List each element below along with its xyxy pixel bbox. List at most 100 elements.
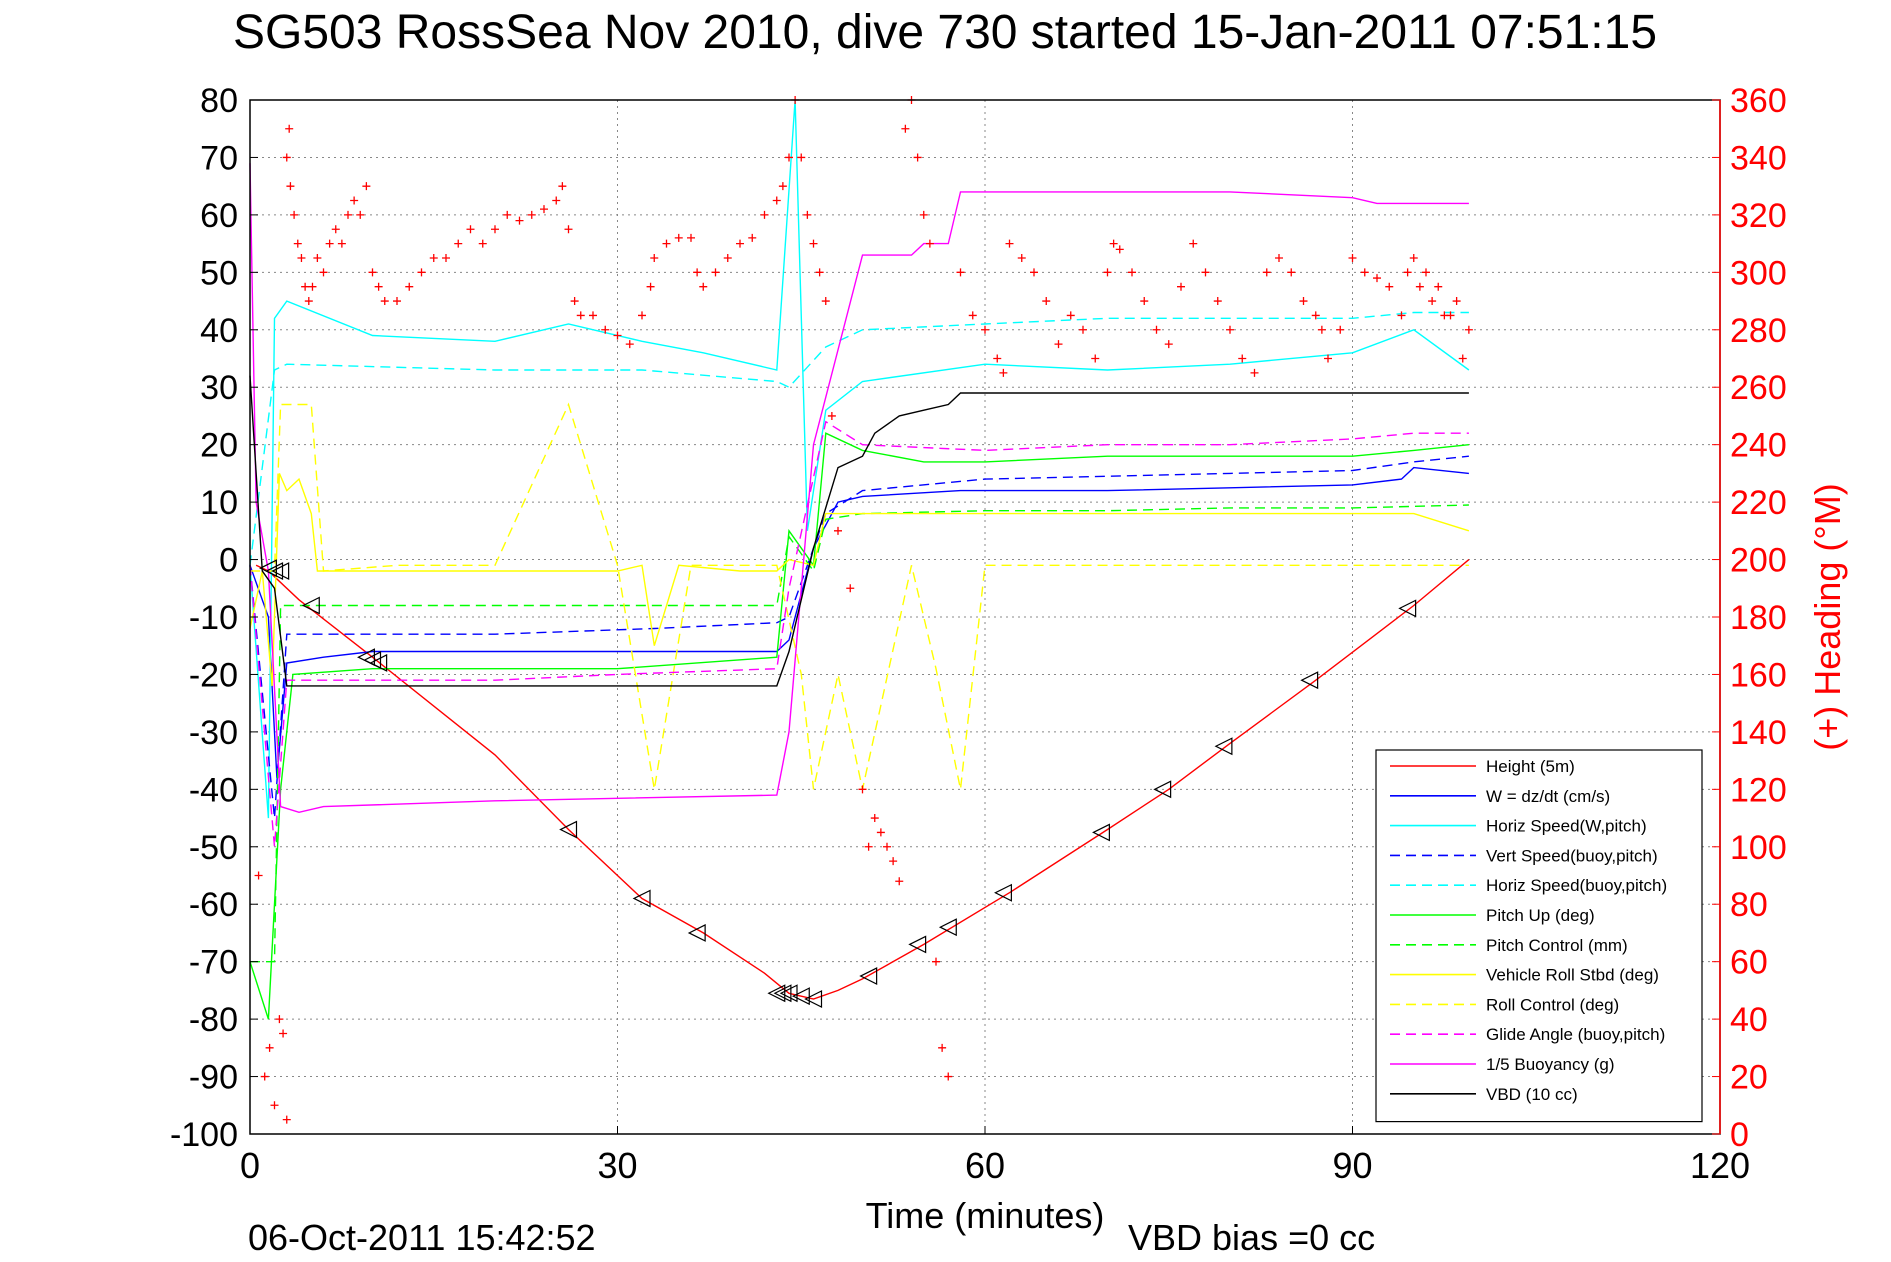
heading-point xyxy=(687,233,695,242)
heading-point xyxy=(293,239,302,248)
y-tick-label-right: 180 xyxy=(1730,599,1787,637)
heading-point xyxy=(265,1043,274,1052)
heading-point xyxy=(356,210,365,219)
heading-point xyxy=(981,325,989,334)
heading-point xyxy=(883,842,891,851)
series-line xyxy=(255,559,1470,1000)
heading-point xyxy=(993,354,1002,363)
heading-point xyxy=(693,268,702,277)
heading-point xyxy=(368,268,377,277)
heading-point xyxy=(613,331,622,340)
heading-point xyxy=(478,239,487,248)
y-tick-label-left: -90 xyxy=(189,1059,238,1097)
heading-point xyxy=(895,877,904,886)
heading-point xyxy=(1140,297,1149,306)
legend-entry: Height (5m) xyxy=(1486,757,1575,776)
heading-point xyxy=(1299,297,1308,306)
x-tick-label: 90 xyxy=(1332,1145,1372,1186)
heading-point xyxy=(772,196,781,205)
y-tick-label-left: -40 xyxy=(189,771,238,809)
heading-point xyxy=(1079,325,1087,334)
triangle-marker xyxy=(779,984,798,1003)
heading-point xyxy=(932,957,940,966)
heading-point xyxy=(589,311,597,320)
heading-point xyxy=(442,253,450,262)
y-tick-label-right: 0 xyxy=(1730,1116,1749,1154)
y-tick-label-right: 340 xyxy=(1730,139,1787,177)
legend-entry: Horiz Speed(buoy,pitch) xyxy=(1486,876,1667,895)
heading-point xyxy=(1360,268,1369,277)
heading-point xyxy=(308,282,317,291)
legend-entry: W = dz/dt (cm/s) xyxy=(1486,787,1610,806)
heading-point xyxy=(503,210,512,219)
y-tick-label-left: -80 xyxy=(189,1001,238,1039)
heading-point xyxy=(1005,239,1014,248)
heading-point xyxy=(938,1043,947,1052)
heading-point xyxy=(374,282,383,291)
heading-point xyxy=(313,253,322,262)
chart-title: SG503 RossSea Nov 2010, dive 730 started… xyxy=(233,6,1657,59)
y-tick-label-left: 10 xyxy=(200,484,238,522)
triangle-marker xyxy=(1092,823,1110,842)
y-tick-label-right: 200 xyxy=(1730,542,1787,580)
legend-entry: Pitch Control (mm) xyxy=(1486,936,1628,955)
y-axis-right-label: (+) Heading (°M) xyxy=(1807,483,1848,750)
heading-point xyxy=(285,124,294,133)
heading-point xyxy=(350,196,359,205)
y-tick-label-left: 60 xyxy=(200,197,238,235)
triangle-marker xyxy=(773,984,792,1003)
heading-point xyxy=(570,297,579,306)
heading-point xyxy=(1213,297,1222,306)
footer-timestamp: 06-Oct-2011 15:42:52 xyxy=(248,1217,596,1258)
markers-layer xyxy=(254,96,1473,1124)
series-line xyxy=(249,99,1470,819)
heading-point xyxy=(279,1029,288,1038)
legend-entry: Vert Speed(buoy,pitch) xyxy=(1486,846,1658,865)
heading-point xyxy=(1066,311,1075,320)
heading-point xyxy=(270,1101,279,1110)
footer-vbd-bias: VBD bias =0 cc xyxy=(1128,1217,1375,1258)
heading-point xyxy=(454,239,463,248)
heading-point xyxy=(699,282,708,291)
heading-point xyxy=(646,282,655,291)
y-tick-label-left: 80 xyxy=(200,82,238,120)
heading-point xyxy=(344,210,352,219)
heading-point xyxy=(337,239,346,248)
heading-point xyxy=(466,225,475,234)
heading-point xyxy=(1428,297,1437,306)
y-tick-label-right: 360 xyxy=(1730,82,1787,120)
heading-point xyxy=(815,268,824,277)
heading-point xyxy=(325,239,334,248)
heading-point xyxy=(1324,354,1332,363)
triangle-marker xyxy=(859,967,878,985)
heading-point xyxy=(809,239,818,248)
legend-entry: 1/5 Buoyancy (g) xyxy=(1486,1055,1615,1074)
heading-point xyxy=(846,584,855,593)
series-line xyxy=(249,420,1469,847)
series-line xyxy=(250,402,1469,790)
heading-point xyxy=(1201,268,1210,277)
heading-point xyxy=(821,297,830,306)
heading-point xyxy=(362,182,371,191)
heading-point xyxy=(1177,282,1185,291)
heading-point xyxy=(901,124,910,133)
heading-point xyxy=(282,153,291,162)
heading-point xyxy=(1397,311,1406,320)
heading-point xyxy=(380,297,389,306)
triangle-marker xyxy=(559,820,578,839)
heading-point xyxy=(1373,274,1381,283)
heading-point xyxy=(999,368,1008,377)
legend-entry: Pitch Up (deg) xyxy=(1486,906,1595,925)
y-tick-label-left: -30 xyxy=(189,714,238,752)
heading-point xyxy=(1042,297,1051,306)
y-tick-label-left: -50 xyxy=(189,829,238,867)
heading-point xyxy=(864,842,873,851)
heading-point xyxy=(1152,325,1161,334)
legend-box xyxy=(1375,749,1703,1123)
legend: Height (5m) W = dz/dt (cm/s) Horiz Speed(W… xyxy=(1375,749,1703,1123)
triangle-marker xyxy=(369,653,388,672)
heading-point xyxy=(1464,325,1473,334)
y-tick-label-right: 240 xyxy=(1730,427,1787,465)
heading-point xyxy=(778,182,787,191)
triangle-marker xyxy=(1214,737,1233,756)
